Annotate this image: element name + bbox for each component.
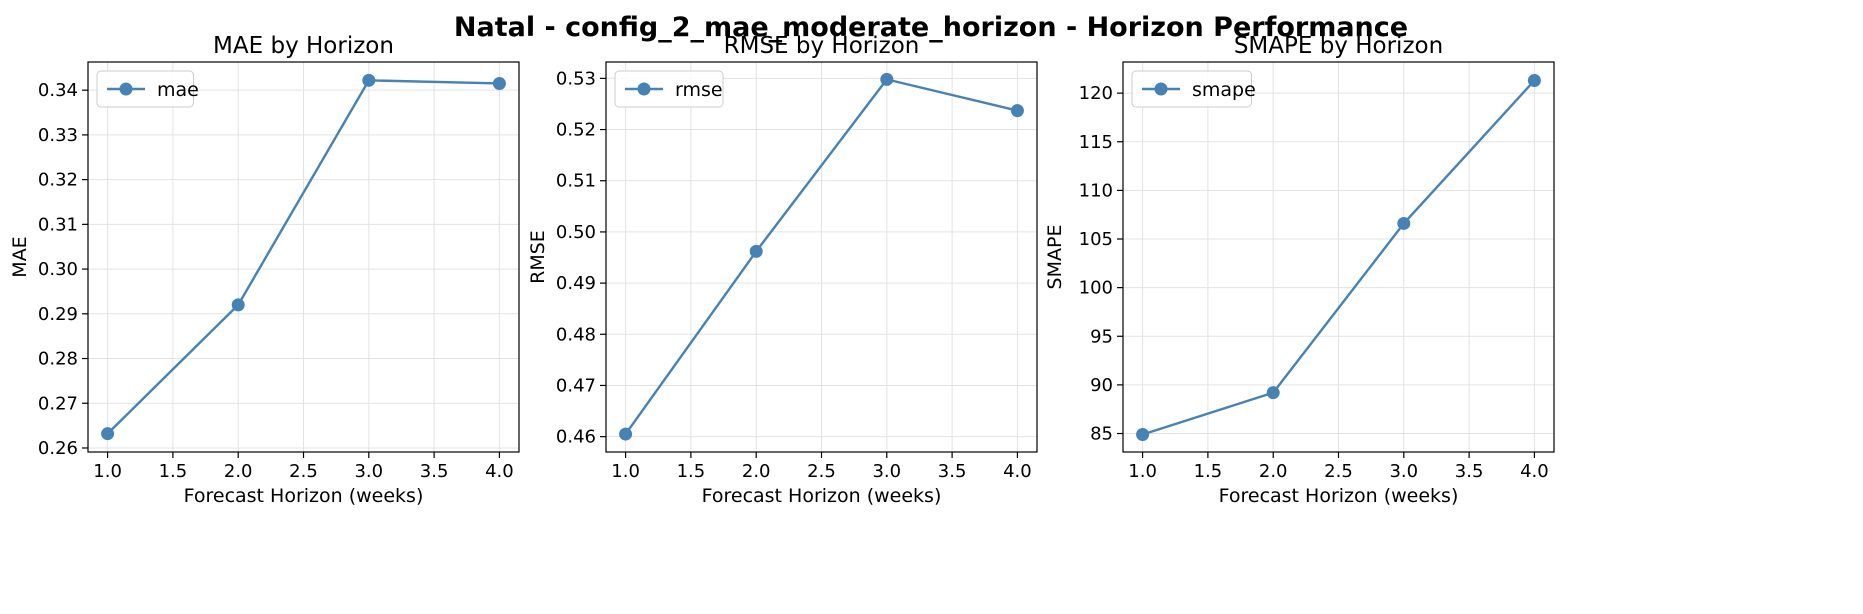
legend-label: smape (1192, 79, 1256, 101)
data-point-rmse (880, 72, 894, 86)
data-point-mae (492, 76, 506, 90)
y-tick-label: 85 (1090, 424, 1113, 445)
y-tick-label: 0.28 (38, 349, 78, 370)
legend-label: mae (157, 79, 199, 101)
subplot-title: MAE by Horizon (213, 33, 394, 59)
y-axis-label: MAE (9, 236, 31, 277)
y-axis-label: RMSE (527, 230, 549, 284)
y-tick-label: 0.31 (38, 214, 78, 235)
series-line-rmse (624, 78, 1018, 435)
data-point-rmse (1010, 104, 1024, 118)
x-tick-label: 2.5 (1324, 461, 1353, 482)
legend-label: rmse (675, 79, 723, 101)
x-tick-label: 3.5 (420, 461, 449, 482)
legend: mae (96, 70, 199, 108)
x-tick-label: 2.0 (1259, 461, 1288, 482)
data-point-mae (231, 298, 245, 312)
y-tick-label: 105 (1079, 229, 1113, 250)
legend: rmse (614, 70, 724, 108)
data-point-smape (1397, 216, 1411, 230)
y-tick-label: 95 (1090, 326, 1113, 347)
series-line-smape (1142, 79, 1536, 436)
y-tick-label: 90 (1090, 375, 1113, 396)
x-tick-label: 3.5 (938, 461, 967, 482)
x-tick-label: 1.0 (93, 461, 122, 482)
legend: smape (1131, 70, 1256, 108)
x-tick-label: 1.5 (159, 461, 188, 482)
y-tick-label: 0.32 (38, 170, 78, 191)
x-tick-label: 2.0 (742, 461, 771, 482)
y-tick-label: 0.48 (556, 324, 596, 345)
y-tick-label: 0.27 (38, 393, 78, 414)
y-tick-label: 120 (1079, 83, 1113, 104)
x-tick-label: 1.0 (611, 461, 640, 482)
legend-box (96, 70, 194, 108)
data-point-smape (1136, 427, 1150, 441)
series-line-mae (106, 79, 500, 435)
x-tick-label: 1.0 (1128, 461, 1157, 482)
x-axis-label: Forecast Horizon (weeks) (1219, 485, 1459, 507)
axes-frame (1122, 61, 1555, 453)
data-point-rmse (619, 427, 633, 441)
axes-frame (87, 61, 520, 453)
legend-marker (1154, 82, 1168, 96)
y-tick-label: 0.34 (38, 80, 78, 101)
y-tick-label: 0.33 (38, 125, 78, 146)
y-tick-label: 0.50 (556, 222, 596, 243)
x-tick-label: 2.0 (224, 461, 253, 482)
axes-frame (605, 61, 1038, 453)
x-tick-label: 4.0 (485, 461, 514, 482)
y-tick-label: 110 (1079, 180, 1113, 201)
subplot-title: SMAPE by Horizon (1234, 33, 1443, 59)
subplot-1: 1.0 1.5 2.0 2.5 3.0 3.5 4.0 0.26 0.27 0.28 0.29 0.3… (9, 33, 520, 507)
data-point-rmse (749, 244, 763, 258)
data-point-mae (362, 73, 376, 87)
y-tick-label: 0.49 (556, 273, 596, 294)
y-tick-label: 0.30 (38, 259, 78, 280)
x-tick-label: 4.0 (1003, 461, 1032, 482)
x-tick-label: 3.0 (354, 461, 383, 482)
subplot-2: 1.0 1.5 2.0 2.5 3.0 3.5 4.0 0.46 0.47 0.48 0.49 0.5… (527, 33, 1038, 507)
x-tick-label: 2.5 (289, 461, 318, 482)
y-axis-label: SMAPE (1044, 225, 1066, 290)
x-axis-label: Forecast Horizon (weeks) (702, 485, 942, 507)
legend-box (1131, 70, 1252, 108)
x-tick-label: 3.0 (1389, 461, 1418, 482)
y-tick-label: 0.47 (556, 375, 596, 396)
x-axis-label: Forecast Horizon (weeks) (184, 485, 424, 507)
x-tick-label: 3.0 (872, 461, 901, 482)
y-tick-label: 115 (1079, 132, 1113, 153)
x-tick-label: 1.5 (677, 461, 706, 482)
y-tick-label: 0.53 (556, 68, 596, 89)
data-point-smape (1266, 386, 1280, 400)
legend-marker (637, 82, 651, 96)
legend-box (614, 70, 724, 108)
y-tick-label: 0.51 (556, 171, 596, 192)
x-tick-label: 2.5 (807, 461, 836, 482)
subplot-title: RMSE by Horizon (724, 33, 920, 59)
legend-marker (119, 82, 133, 96)
data-point-smape (1527, 73, 1541, 87)
figure-suptitle: Natal - config_2_mae_moderate_horizon - … (454, 12, 1408, 43)
y-tick-label: 100 (1079, 278, 1113, 299)
y-tick-label: 0.46 (556, 427, 596, 448)
x-tick-label: 3.5 (1455, 461, 1484, 482)
y-tick-label: 0.29 (38, 304, 78, 325)
data-point-mae (101, 427, 115, 441)
y-tick-label: 0.52 (556, 120, 596, 141)
subplot-3: 1.0 1.5 2.0 2.5 3.0 3.5 4.0 85 90 95 100 105 110 115 1… (1044, 33, 1555, 507)
x-tick-label: 1.5 (1194, 461, 1223, 482)
y-tick-label: 0.26 (38, 438, 78, 459)
x-tick-label: 4.0 (1520, 461, 1549, 482)
